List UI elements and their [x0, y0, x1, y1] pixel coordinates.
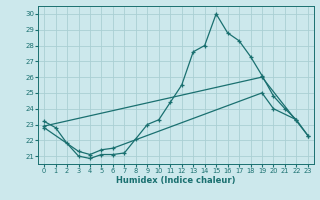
X-axis label: Humidex (Indice chaleur): Humidex (Indice chaleur)	[116, 176, 236, 185]
